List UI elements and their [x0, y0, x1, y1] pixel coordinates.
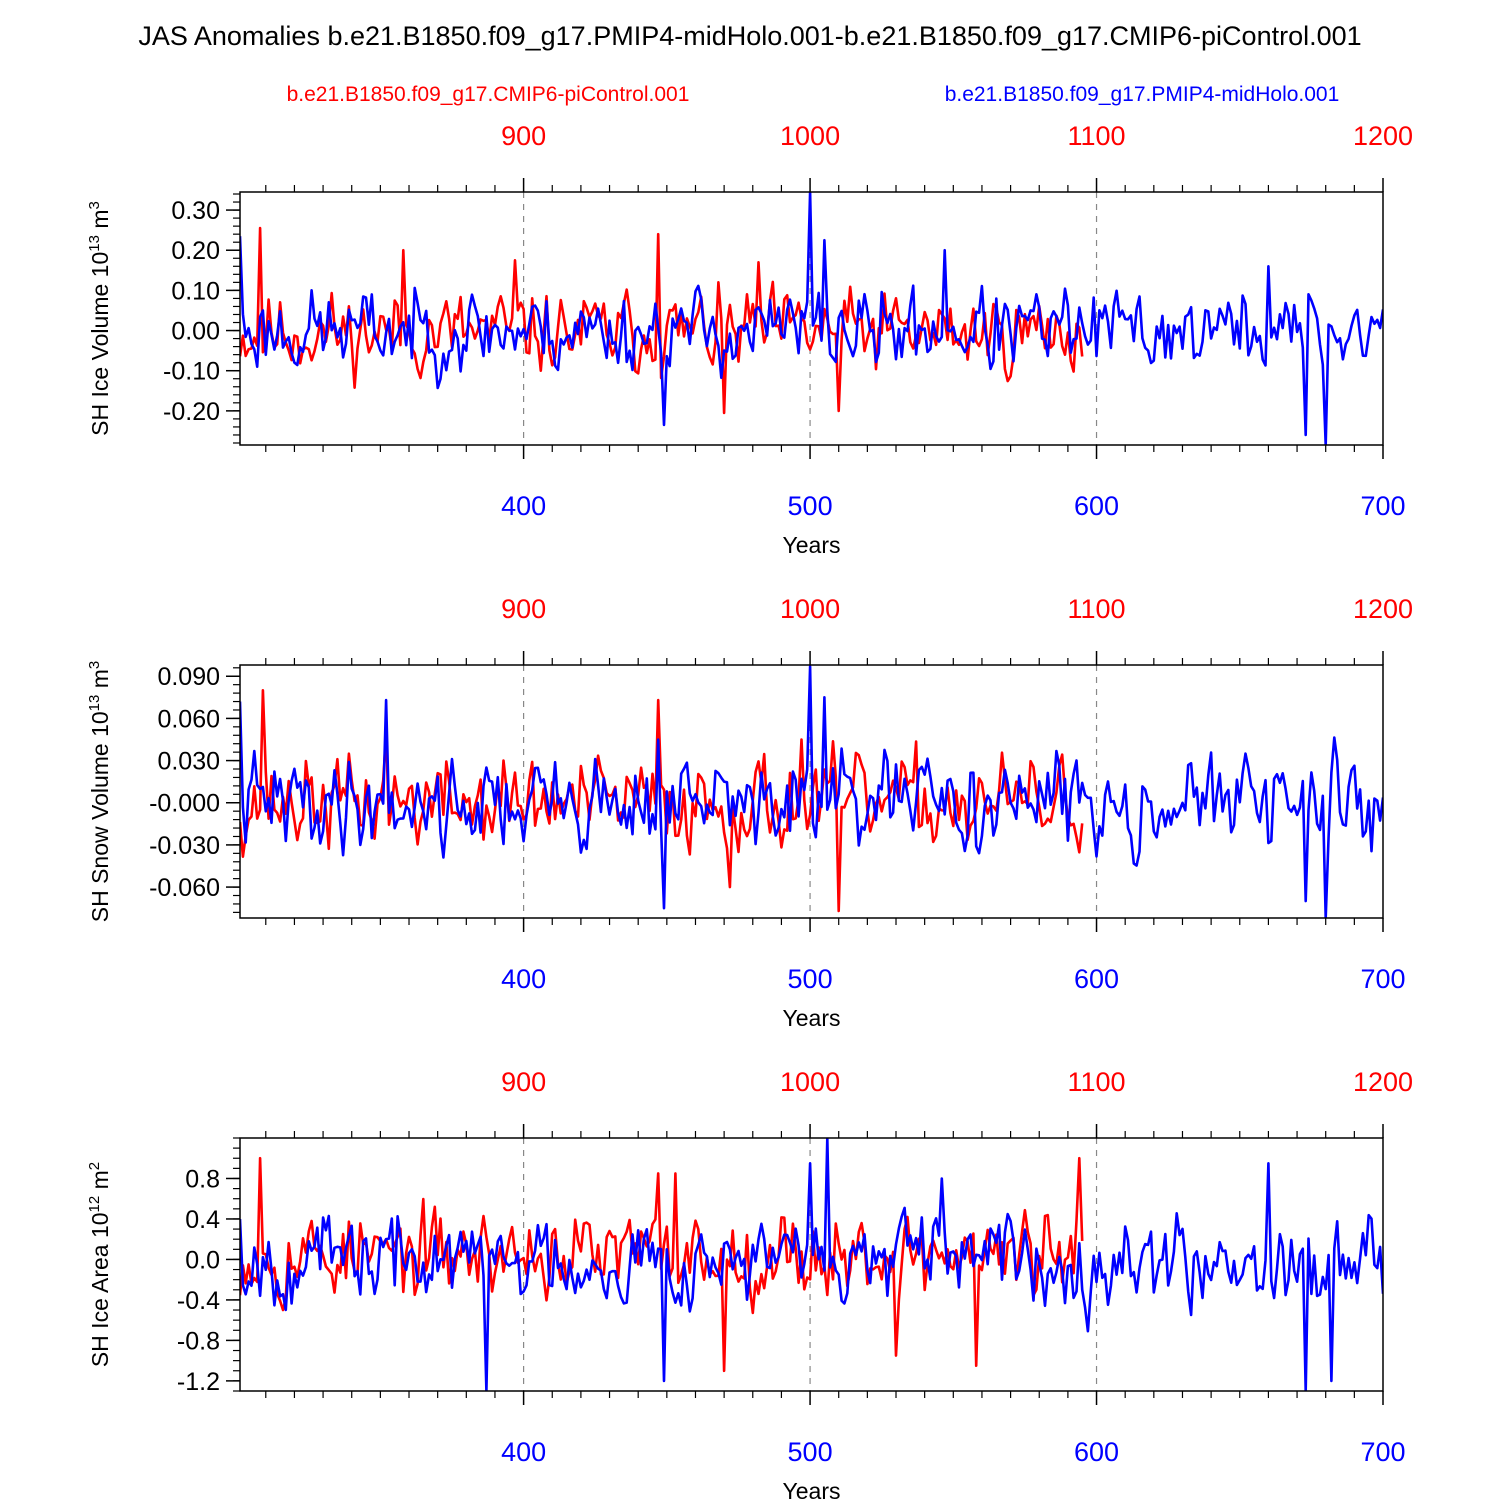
- chart-panel-3: -1.2 -0.8 -0.4 0.0 0.4 0.8 400 900 500 1000 600 110…: [86, 1067, 1413, 1500]
- plot-frame: [239, 1137, 1384, 1392]
- x-tick-label-red: 1000: [780, 121, 840, 151]
- x-tick-label-blue: 700: [1360, 964, 1405, 994]
- y-tick-label: -0.8: [177, 1327, 220, 1355]
- x-tick-label-red: 1200: [1353, 121, 1413, 151]
- x-tick-label-blue: 600: [1074, 491, 1119, 521]
- y-axis-title-unit: m: [87, 1170, 113, 1196]
- x-tick-label-blue: 500: [788, 1437, 833, 1467]
- y-tick-label: -0.4: [177, 1287, 220, 1315]
- y-tick-label: -0.060: [149, 874, 220, 902]
- x-tick-label-red: 900: [501, 121, 546, 151]
- x-tick-label-blue: 400: [501, 491, 546, 521]
- y-axis-title-unit: m: [87, 209, 113, 235]
- x-tick-label-red: 1100: [1068, 594, 1126, 624]
- x-tick-label-red: 1100: [1068, 1067, 1126, 1097]
- y-axis-title-exponent: 12: [86, 1196, 103, 1213]
- x-tick-label-blue: 400: [501, 964, 546, 994]
- y-tick-label: 0.4: [185, 1206, 220, 1234]
- y-axis-title-exponent: 13: [86, 235, 103, 252]
- y-tick-label: 0.060: [157, 705, 220, 733]
- y-axis-title-unit: m: [87, 669, 113, 695]
- x-axis-title: Years: [783, 1005, 841, 1031]
- x-tick-label-red: 900: [501, 594, 546, 624]
- y-axis-title-unit-exponent: 2: [86, 1162, 103, 1170]
- x-tick-label-blue: 600: [1074, 964, 1119, 994]
- series-line-blue: [240, 1138, 1383, 1391]
- y-tick-label: 0.20: [171, 237, 220, 265]
- y-tick-label: 0.10: [171, 277, 220, 305]
- series-line-blue: [240, 665, 1383, 918]
- y-tick-label: 0.030: [157, 748, 220, 776]
- plot-frame: [239, 191, 1384, 446]
- legend-red-label: b.e21.B1850.f09_g17.CMIP6-piControl.001: [287, 83, 690, 106]
- x-axis-title: Years: [783, 532, 841, 558]
- x-tick-label-red: 900: [501, 1067, 546, 1097]
- y-axis-title: SH Ice Volume 1013 m3: [86, 201, 113, 436]
- y-tick-label: -0.10: [163, 358, 220, 386]
- x-tick-label-red: 1200: [1353, 594, 1413, 624]
- y-tick-label: 0.00: [171, 318, 220, 346]
- x-tick-label-blue: 400: [501, 1437, 546, 1467]
- series-line-blue: [240, 192, 1383, 445]
- y-axis-title: SH Ice Area 1012 m2: [86, 1162, 113, 1367]
- x-tick-label-blue: 700: [1360, 1437, 1405, 1467]
- chart-panel-2: -0.060 -0.030 -0.000 0.030 0.060 0.090 400 900 5…: [86, 594, 1413, 1031]
- plot-frame: [239, 664, 1384, 919]
- y-tick-label: -0.030: [149, 832, 220, 860]
- x-tick-label-red: 1000: [780, 594, 840, 624]
- y-axis-title-text: SH Ice Area 10: [87, 1212, 113, 1367]
- x-tick-label-red: 1000: [780, 1067, 840, 1097]
- chart-panel-1: -0.20 -0.10 0.00 0.10 0.20 0.30 400 900 500 1000 6…: [86, 121, 1413, 558]
- x-tick-label-blue: 500: [788, 491, 833, 521]
- y-tick-label: 0.0: [185, 1246, 220, 1274]
- legend-blue-label: b.e21.B1850.f09_g17.PMIP4-midHolo.001: [945, 83, 1340, 106]
- x-tick-label-blue: 500: [788, 964, 833, 994]
- y-axis-title-unit-exponent: 3: [86, 661, 103, 669]
- y-tick-label: -0.000: [149, 790, 220, 818]
- y-axis-title: SH Snow Volume 1013 m3: [86, 661, 113, 923]
- y-tick-label: 0.090: [157, 663, 220, 691]
- x-axis-title: Years: [783, 1478, 841, 1500]
- figure-title: JAS Anomalies b.e21.B1850.f09_g17.PMIP4-…: [138, 21, 1361, 51]
- x-tick-label-blue: 600: [1074, 1437, 1119, 1467]
- y-tick-label: 0.8: [185, 1165, 220, 1193]
- x-tick-label-red: 1100: [1068, 121, 1126, 151]
- y-axis-title-text: SH Ice Volume 10: [87, 252, 113, 436]
- y-axis-title-exponent: 13: [86, 695, 103, 712]
- y-axis-title-unit-exponent: 3: [86, 201, 103, 209]
- x-tick-label-red: 1200: [1353, 1067, 1413, 1097]
- x-tick-label-blue: 700: [1360, 491, 1405, 521]
- y-tick-label: -1.2: [177, 1368, 220, 1396]
- y-tick-label: -0.20: [163, 398, 220, 426]
- y-tick-label: 0.30: [171, 197, 220, 225]
- y-axis-title-text: SH Snow Volume 10: [87, 711, 113, 922]
